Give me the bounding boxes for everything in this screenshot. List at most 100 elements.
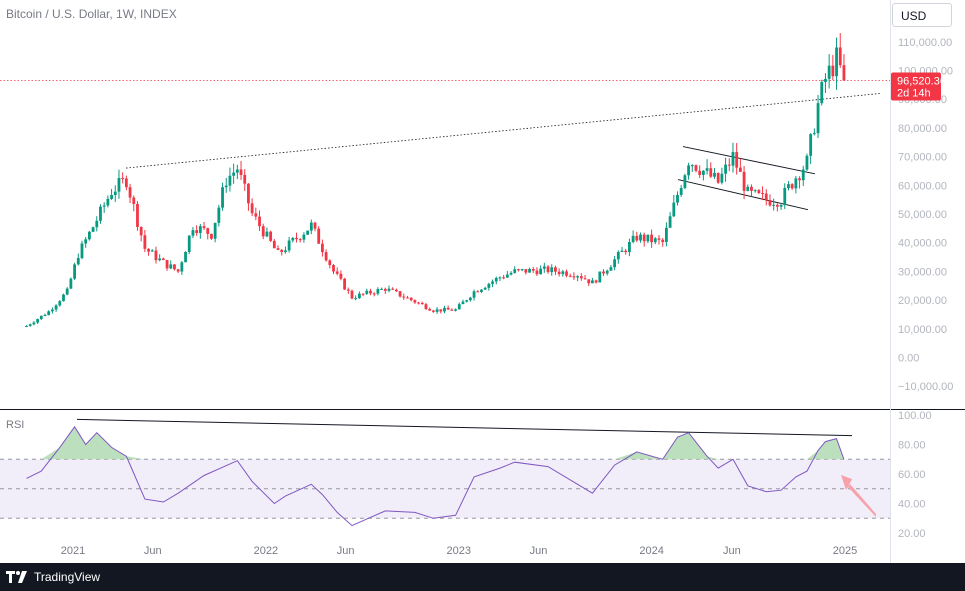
price-candle — [409, 297, 413, 301]
price-candle — [487, 283, 491, 288]
time-axis-tick: 2023 — [446, 545, 470, 557]
price-candle — [801, 169, 805, 181]
price-candle — [25, 325, 28, 327]
time-axis-tick: Jun — [337, 545, 355, 557]
price-candle — [54, 305, 58, 310]
price-candle — [546, 266, 550, 273]
price-candle — [757, 190, 761, 194]
footer-brand[interactable]: TradingView — [34, 570, 101, 584]
currency-selector[interactable]: USD — [892, 3, 952, 27]
price-candle — [443, 307, 446, 312]
price-candle — [202, 226, 206, 229]
price-candle — [805, 155, 809, 170]
price-candle — [58, 301, 62, 306]
price-candle — [668, 216, 672, 228]
tradingview-logo-icon — [6, 571, 28, 583]
price-candle — [435, 309, 439, 312]
price-candle — [365, 290, 369, 294]
price-candle — [184, 252, 187, 263]
price-candle — [383, 288, 387, 291]
price-candle — [761, 193, 764, 195]
price-candle — [502, 277, 506, 279]
time-axis-tick: 2024 — [639, 545, 663, 557]
price-candle — [73, 264, 76, 279]
time-axis-tick: Jun — [530, 545, 548, 557]
rsi-band — [0, 459, 890, 519]
price-candle — [280, 249, 284, 253]
price-candle — [679, 187, 683, 195]
rsi-label: RSI — [6, 419, 24, 431]
price-candle — [742, 171, 746, 191]
chart-title: Bitcoin / U.S. Dollar, 1W, INDEX — [6, 7, 177, 21]
price-candle — [324, 252, 328, 261]
price-candle — [143, 235, 147, 249]
price-candle — [221, 187, 224, 208]
last-price-value: 96,520.36 — [897, 75, 946, 87]
price-candle — [232, 172, 236, 176]
price-candle — [417, 302, 420, 304]
price-candle — [198, 226, 202, 233]
price-candle — [350, 290, 354, 299]
price-candle — [457, 304, 461, 310]
price-candle — [628, 241, 631, 253]
price-candle — [579, 276, 583, 279]
price-candle — [39, 315, 43, 320]
price-candle — [472, 291, 476, 298]
price-candle — [102, 205, 106, 207]
price-candle — [62, 294, 65, 302]
channel-lower-line — [677, 179, 809, 211]
price-candle — [276, 248, 280, 250]
price-candle — [764, 193, 768, 201]
price-candle — [428, 308, 432, 311]
price-candle — [224, 185, 228, 188]
price-candle — [772, 204, 776, 206]
price-candle — [465, 300, 469, 302]
price-candle — [509, 272, 513, 275]
price-candle — [150, 250, 154, 252]
time-axis-tick: 2025 — [833, 545, 857, 557]
price-candle — [535, 270, 539, 275]
time-axis-tick: Jun — [144, 545, 162, 557]
price-candle — [394, 289, 398, 292]
price-candle — [99, 206, 102, 221]
rsi-axis-tick: 40.00 — [898, 499, 926, 511]
price-candle — [517, 269, 520, 271]
price-candle — [554, 267, 557, 272]
price-candle — [454, 309, 457, 311]
chart-area[interactable]: 110,000.00100,000.0090,000.0080,000.0070… — [0, 0, 965, 563]
price-candle — [609, 267, 613, 271]
price-candle — [36, 319, 39, 323]
price-candle — [235, 169, 239, 173]
price-candle — [372, 293, 376, 295]
time-axis-tick: 2021 — [61, 545, 85, 557]
rsi-axis-tick: 100.00 — [898, 410, 932, 422]
price-candle — [154, 250, 158, 261]
price-candle — [572, 276, 576, 278]
price-candle — [180, 262, 184, 272]
price-candle — [657, 238, 661, 240]
price-candle — [591, 280, 594, 284]
price-candle — [317, 228, 321, 244]
price-candle — [746, 186, 750, 191]
price-candle — [406, 297, 409, 299]
price-candle — [727, 164, 731, 166]
chart-canvas[interactable]: 110,000.00100,000.0090,000.0080,000.0070… — [0, 0, 965, 563]
price-candle — [631, 235, 635, 242]
price-candle — [738, 167, 742, 172]
price-candle — [576, 276, 580, 278]
price-candle — [583, 278, 587, 280]
price-candle — [420, 302, 424, 305]
price-candle — [812, 133, 816, 135]
price-candle — [605, 270, 609, 274]
price-candle — [284, 250, 287, 253]
price-candle — [165, 259, 169, 269]
price-candle — [254, 213, 258, 217]
price-candle — [287, 240, 291, 251]
price-candle — [790, 184, 794, 189]
price-candle — [494, 277, 498, 282]
time-axis-tick: Jun — [723, 545, 741, 557]
price-candle — [121, 178, 125, 180]
price-axis-tick: 60,000.00 — [898, 180, 947, 192]
price-candle — [328, 260, 332, 266]
price-candle — [239, 169, 243, 175]
